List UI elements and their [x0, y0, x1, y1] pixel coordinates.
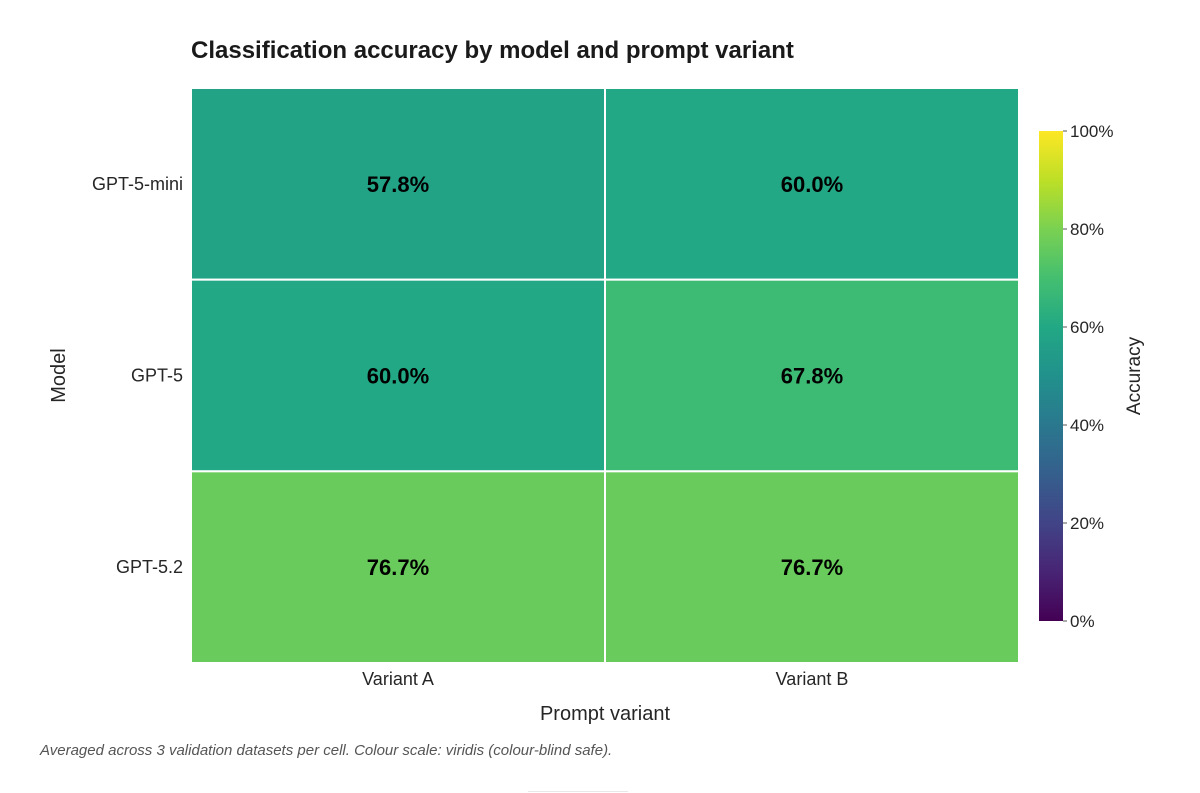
- y-tick-label: GPT-5.2: [116, 557, 183, 577]
- cell-value-label: 67.8%: [781, 364, 843, 389]
- colorbar-tick-label: 20%: [1070, 514, 1104, 533]
- divider: [528, 791, 628, 792]
- y-axis-label: Model: [48, 348, 70, 402]
- x-tick-label: Variant A: [362, 669, 434, 689]
- y-tick-label: GPT-5: [131, 366, 183, 386]
- cell-value-label: 57.8%: [367, 172, 429, 197]
- heatmap-cell: [604, 470, 1020, 665]
- cell-value-label: 76.7%: [781, 555, 843, 580]
- chart-title: Classification accuracy by model and pro…: [191, 37, 794, 64]
- colorbar-label: Accuracy: [1124, 336, 1145, 415]
- heatmap-cell: [190, 87, 606, 281]
- chart-footnote: Averaged across 3 validation datasets pe…: [40, 742, 613, 759]
- heatmap-cell: [190, 470, 606, 665]
- colorbar-tick-label: 100%: [1070, 122, 1113, 141]
- cell-value-label: 76.7%: [367, 555, 429, 580]
- colorbar: [1039, 131, 1063, 621]
- y-tick-label: GPT-5-mini: [92, 174, 183, 194]
- heatmap-cell: [190, 278, 606, 473]
- cell-value-label: 60.0%: [781, 172, 843, 197]
- colorbar-tick-label: 80%: [1070, 220, 1104, 239]
- x-axis-label: Prompt variant: [540, 703, 670, 725]
- cell-value-label: 60.0%: [367, 364, 429, 389]
- heatmap-cell: [604, 278, 1020, 473]
- colorbar-tick-label: 0%: [1070, 612, 1095, 631]
- colorbar-tick-label: 60%: [1070, 318, 1104, 337]
- heatmap-cell: [604, 87, 1020, 281]
- colorbar-tick-label: 40%: [1070, 416, 1104, 435]
- x-tick-label: Variant B: [776, 669, 849, 689]
